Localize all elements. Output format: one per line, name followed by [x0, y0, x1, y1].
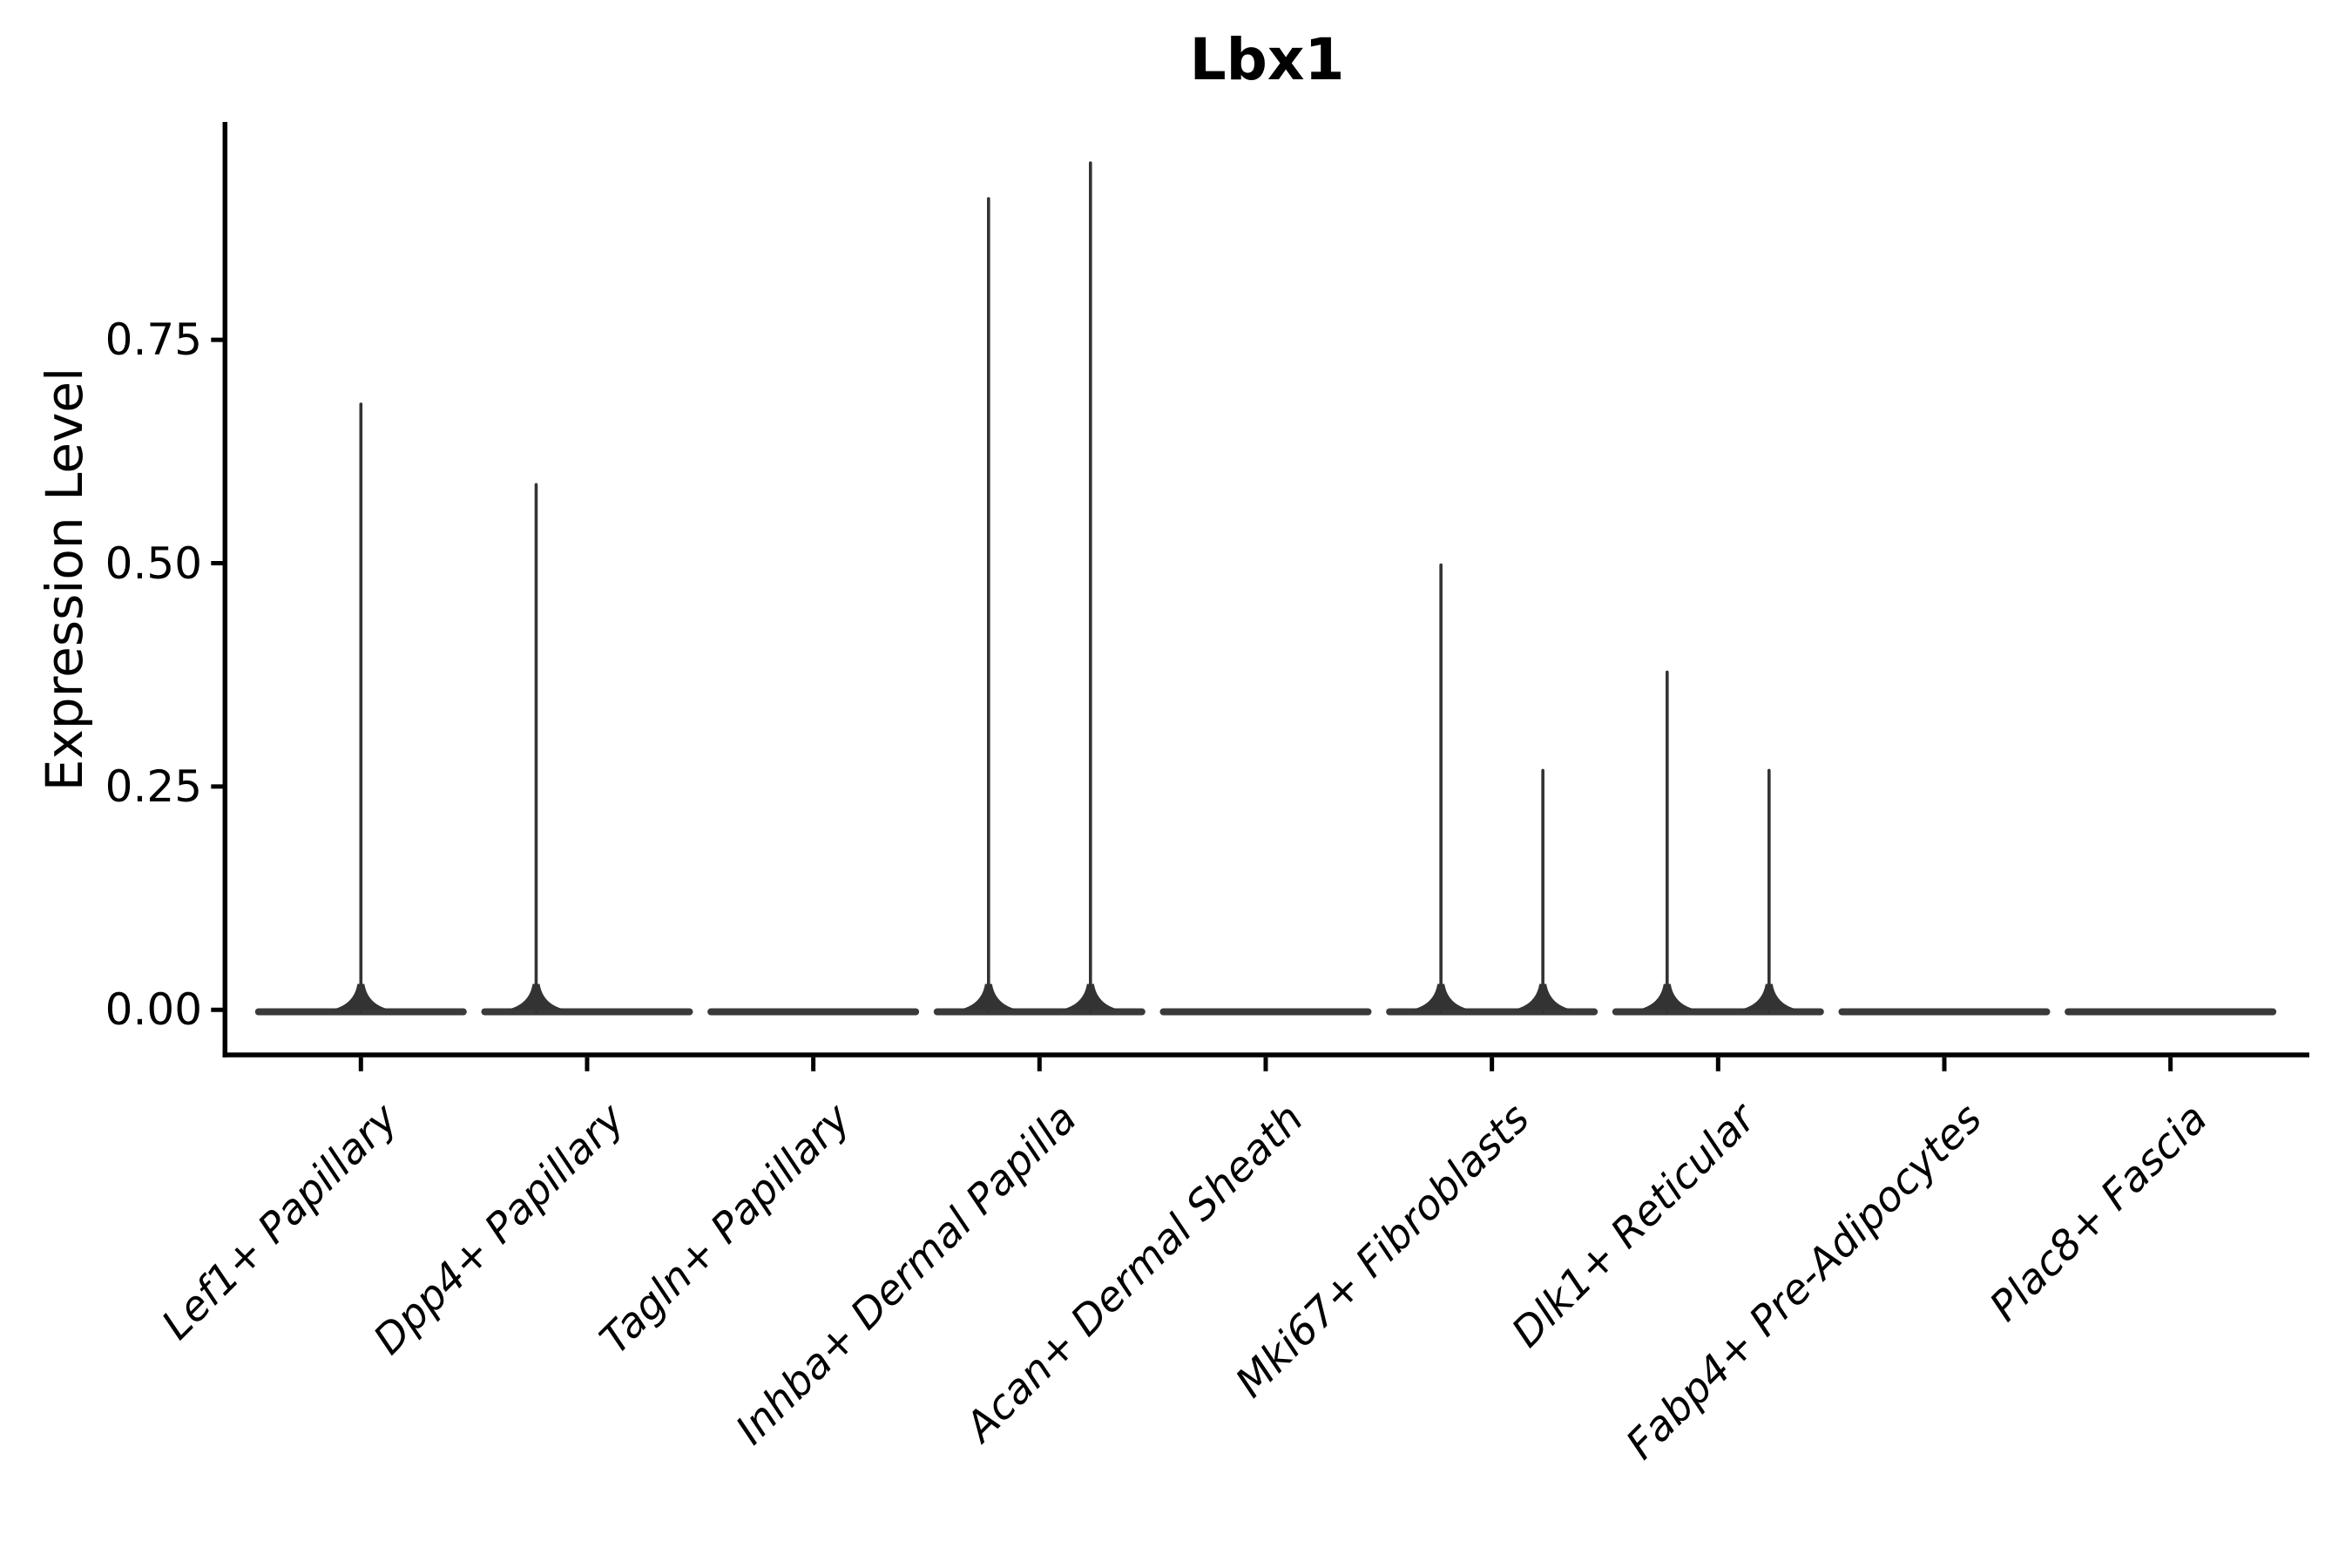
y-tick-label: 0.75 [105, 314, 202, 366]
violin-baseline [707, 1008, 920, 1016]
plot-title: Lbx1 [1189, 26, 1345, 93]
y-tick-label: 0.25 [105, 760, 202, 812]
violin-baseline [2065, 1008, 2277, 1016]
violin-baseline [1159, 1008, 1372, 1016]
y-tick-label: 0.00 [105, 984, 202, 1036]
violin-baseline [1838, 1008, 2051, 1016]
y-tick-label: 0.50 [105, 537, 202, 589]
